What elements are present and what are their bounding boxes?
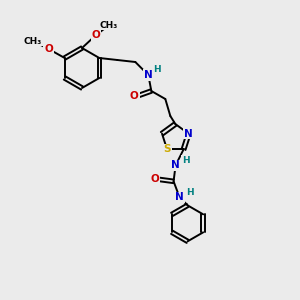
Text: O: O bbox=[44, 44, 53, 54]
Text: N: N bbox=[144, 70, 153, 80]
Text: CH₃: CH₃ bbox=[24, 37, 42, 46]
Text: N: N bbox=[184, 129, 193, 139]
Text: N: N bbox=[175, 192, 184, 202]
Text: H: H bbox=[154, 64, 161, 74]
Text: H: H bbox=[182, 156, 189, 165]
Text: O: O bbox=[130, 91, 139, 101]
Text: CH₃: CH₃ bbox=[100, 20, 118, 29]
Text: O: O bbox=[150, 174, 159, 184]
Text: O: O bbox=[92, 30, 100, 40]
Text: N: N bbox=[171, 160, 180, 170]
Text: S: S bbox=[163, 144, 171, 154]
Text: H: H bbox=[186, 188, 194, 197]
